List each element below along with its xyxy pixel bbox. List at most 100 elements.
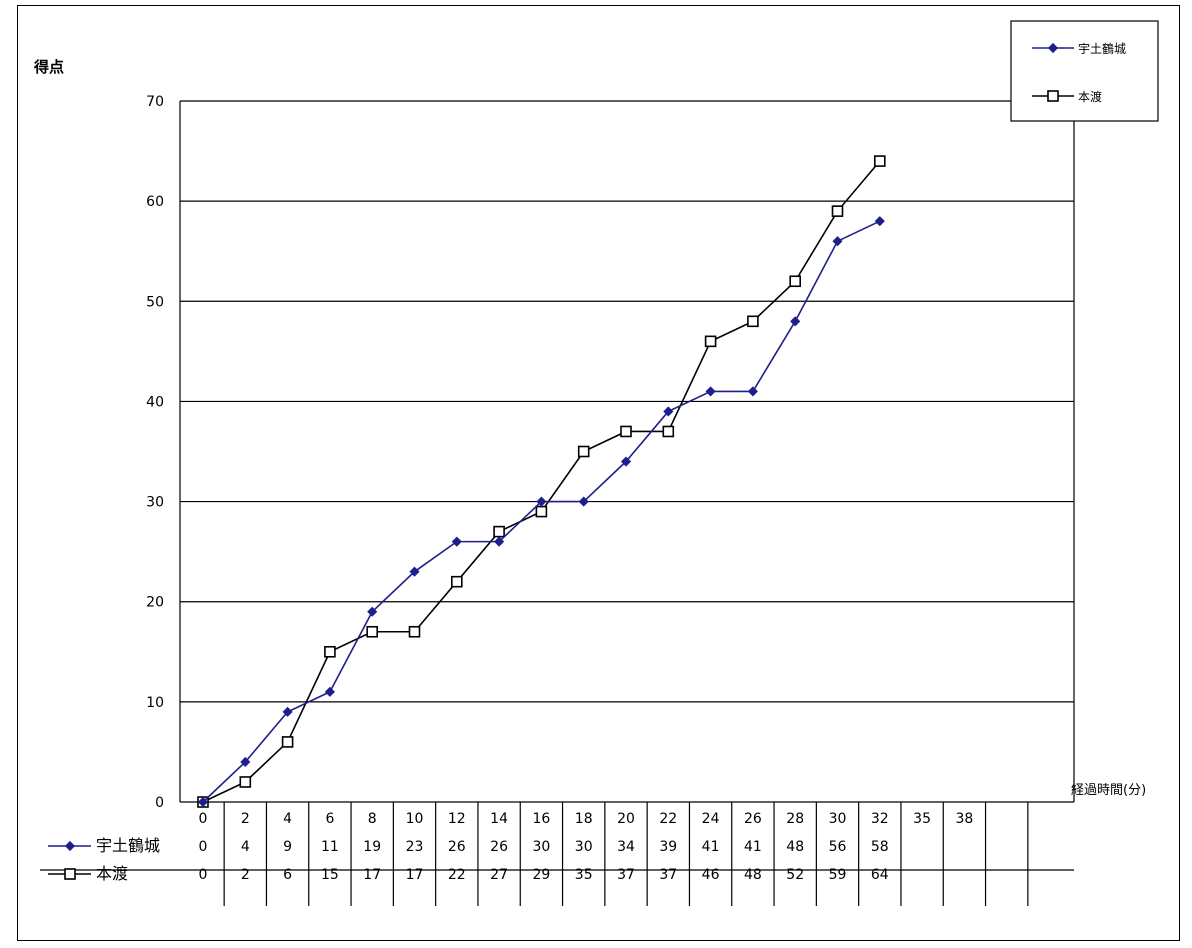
table-time-cell: 30 xyxy=(829,811,847,827)
series-line xyxy=(202,160,881,803)
point-marker xyxy=(324,645,336,658)
point-marker xyxy=(536,496,547,507)
point-marker xyxy=(873,155,886,167)
y-axis-label: 得点 xyxy=(33,58,64,76)
table-value-cell: 0 xyxy=(199,867,208,883)
y-tick-label: 70 xyxy=(146,94,164,110)
table-value-cell: 59 xyxy=(829,867,847,883)
table-time-cell: 26 xyxy=(744,811,762,827)
point-marker xyxy=(493,525,505,538)
table-time-cell: 14 xyxy=(490,811,508,827)
point-marker xyxy=(663,406,674,417)
table-value-cell: 37 xyxy=(659,867,677,883)
point-marker xyxy=(747,386,758,397)
legend-box xyxy=(1010,20,1159,122)
table-series-name: 本渡 xyxy=(96,864,128,883)
table-time-cell: 32 xyxy=(871,811,889,827)
y-tick-label: 30 xyxy=(146,495,164,511)
table-time-cell: 35 xyxy=(913,811,931,827)
table-time-cell: 28 xyxy=(786,811,804,827)
point-marker xyxy=(494,536,505,547)
y-tick-label: 10 xyxy=(146,695,164,711)
point-marker xyxy=(535,505,548,518)
table-time-cell: 22 xyxy=(659,811,677,827)
table-value-cell: 29 xyxy=(532,867,550,883)
table-value-cell: 30 xyxy=(575,839,593,855)
point-marker xyxy=(747,315,759,328)
point-marker xyxy=(831,205,844,217)
table-value-cell: 41 xyxy=(702,839,720,855)
table-time-cell: 6 xyxy=(325,811,334,827)
point-marker xyxy=(832,236,843,247)
point-marker xyxy=(240,756,251,768)
table-time-cell: 16 xyxy=(532,811,550,827)
table-value-cell: 26 xyxy=(448,839,466,855)
table-time-cell: 10 xyxy=(406,811,424,827)
table-time-cell: 38 xyxy=(955,811,973,827)
table-value-cell: 30 xyxy=(532,839,550,855)
y-tick-label: 0 xyxy=(155,795,164,811)
point-marker xyxy=(64,840,76,852)
table-series-name: 宇土鶴城 xyxy=(96,836,160,855)
table-value-cell: 4 xyxy=(241,839,250,855)
table-time-cell: 12 xyxy=(448,811,466,827)
table-value-cell: 34 xyxy=(617,839,635,855)
legend-label: 宇土鶴城 xyxy=(1078,41,1126,56)
table-value-cell: 35 xyxy=(575,867,593,883)
table-time-cell: 0 xyxy=(199,811,208,827)
point-marker xyxy=(1047,90,1059,102)
table-value-cell: 11 xyxy=(321,839,339,855)
table-value-cell: 17 xyxy=(363,867,381,883)
point-marker xyxy=(450,575,463,588)
table-value-cell: 48 xyxy=(786,839,804,855)
table-value-cell: 48 xyxy=(744,867,762,883)
series-lines xyxy=(197,155,886,808)
y-tick-label: 20 xyxy=(146,595,164,611)
point-marker xyxy=(790,316,801,327)
table-value-cell: 15 xyxy=(321,867,339,883)
table-time-cell: 8 xyxy=(368,811,377,827)
table-time-cell: 24 xyxy=(702,811,720,827)
y-tick-label: 60 xyxy=(146,194,164,210)
y-tick-label: 40 xyxy=(146,394,164,410)
y-tick-labels: 0 10 20 30 40 50 60 70 xyxy=(146,94,164,811)
y-tick-label: 50 xyxy=(146,294,164,310)
series-udo-kakujo xyxy=(197,216,885,808)
point-marker xyxy=(282,706,293,717)
table-value-cell: 52 xyxy=(786,867,804,883)
point-marker xyxy=(64,868,76,880)
point-marker xyxy=(409,566,420,577)
point-marker xyxy=(578,496,589,507)
table-value-cell: 64 xyxy=(871,867,889,883)
grid xyxy=(179,100,1075,803)
x-axis-label: 経過時間(分) xyxy=(1071,783,1146,798)
table-value-cell: 39 xyxy=(659,839,677,855)
point-marker xyxy=(789,275,802,288)
table-value-cell: 37 xyxy=(617,867,635,883)
point-marker xyxy=(1047,42,1059,54)
table-value-cell: 2 xyxy=(241,867,250,883)
point-marker xyxy=(197,796,209,808)
point-marker xyxy=(366,625,379,638)
point-marker xyxy=(451,536,462,547)
table-value-cell: 19 xyxy=(363,839,381,855)
point-marker xyxy=(662,425,675,438)
table-time-cell: 20 xyxy=(617,811,635,827)
table-value-cell: 6 xyxy=(283,867,292,883)
table-value-cell: 41 xyxy=(744,839,762,855)
legend-label: 本渡 xyxy=(1078,89,1102,104)
table-value-cell: 0 xyxy=(199,839,208,855)
table-value-cell: 56 xyxy=(829,839,847,855)
point-marker xyxy=(620,425,632,438)
table-time-cell: 2 xyxy=(241,811,250,827)
table-value-cell: 23 xyxy=(406,839,424,855)
table-value-cell: 17 xyxy=(406,867,424,883)
point-marker xyxy=(705,386,716,397)
point-marker xyxy=(874,216,885,227)
point-marker xyxy=(367,606,378,617)
series-hondo xyxy=(197,155,886,808)
table-value-cell: 22 xyxy=(448,867,466,883)
